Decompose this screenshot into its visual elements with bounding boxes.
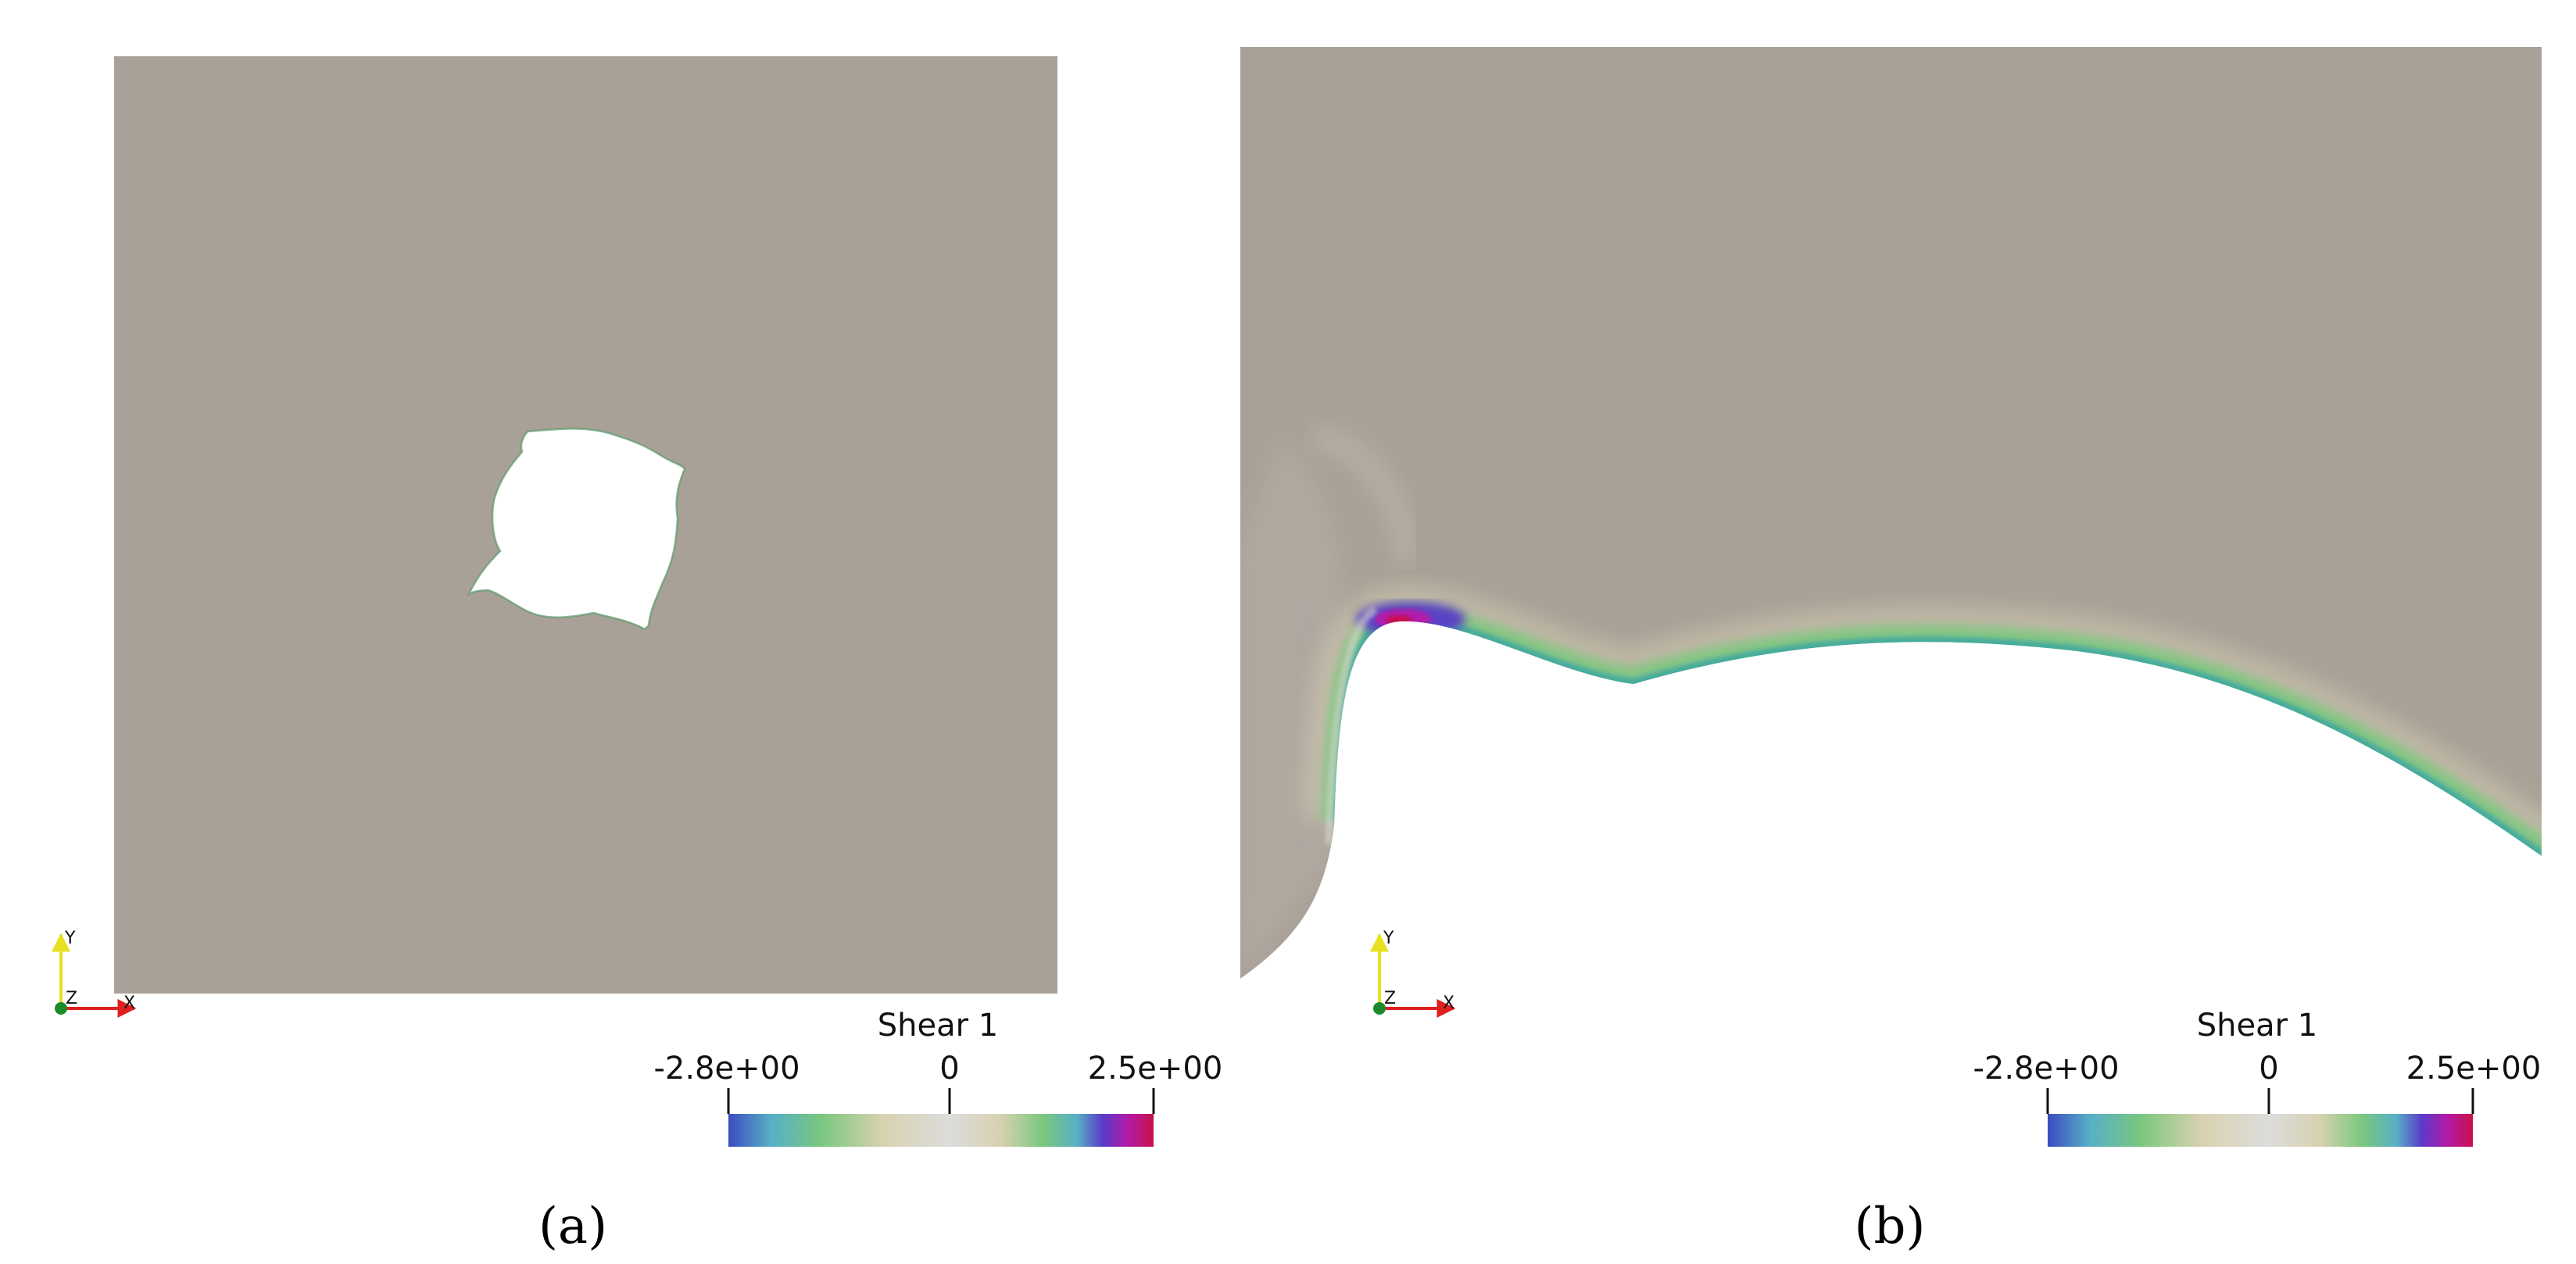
colorbar: Shear 1 -2.8e+00 0 2.5e+00 <box>653 1008 1222 1147</box>
triad-y-label: Y <box>64 929 76 948</box>
z-axis-dot <box>55 1002 67 1015</box>
triad-z-label: Z <box>66 989 77 1008</box>
colorbar-max-label: 2.5e+00 <box>1088 1051 1223 1087</box>
colorbar-gradient <box>728 1114 1154 1147</box>
field-square-with-hole <box>114 56 1057 994</box>
colorbar-gradient <box>2048 1114 2473 1147</box>
colorbar: Shear 1 -2.8e+00 0 2.5e+00 <box>1973 1008 2541 1147</box>
panel-b: Y Z X Shear 1 -2.8e+00 0 2.5e+00 (b) <box>1240 47 2542 1255</box>
triad-y-label: Y <box>1383 929 1394 948</box>
panel-b-caption: (b) <box>1855 1198 1926 1255</box>
colorbar-mid-label: 0 <box>2259 1051 2278 1087</box>
colorbar-title: Shear 1 <box>2197 1008 2317 1044</box>
colorbar-min-label: -2.8e+00 <box>1973 1051 2119 1087</box>
colorbar-min-label: -2.8e+00 <box>653 1051 800 1087</box>
triad-z-label: Z <box>1384 989 1396 1008</box>
z-axis-dot <box>1373 1002 1386 1015</box>
colorbar-max-label: 2.5e+00 <box>2406 1051 2542 1087</box>
hole-edge-highlight <box>467 428 686 631</box>
axes-triad: Y Z X <box>52 929 137 1018</box>
colorbar-title: Shear 1 <box>878 1008 998 1044</box>
field-domain <box>1240 47 2542 979</box>
colorbar-mid-label: 0 <box>939 1051 959 1087</box>
triad-x-label: X <box>1443 994 1454 1013</box>
panel-a: Y Z X Shear 1 -2.8e+00 0 2.5e+00 (a) <box>52 56 1222 1255</box>
axes-triad: Y Z X <box>1370 929 1456 1018</box>
triad-x-label: X <box>123 994 135 1013</box>
panel-a-caption: (a) <box>538 1198 607 1255</box>
